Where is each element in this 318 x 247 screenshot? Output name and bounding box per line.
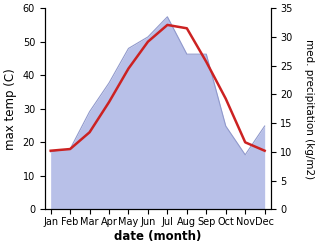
Y-axis label: med. precipitation (kg/m2): med. precipitation (kg/m2)	[304, 39, 314, 179]
X-axis label: date (month): date (month)	[114, 230, 201, 243]
Y-axis label: max temp (C): max temp (C)	[4, 68, 17, 150]
